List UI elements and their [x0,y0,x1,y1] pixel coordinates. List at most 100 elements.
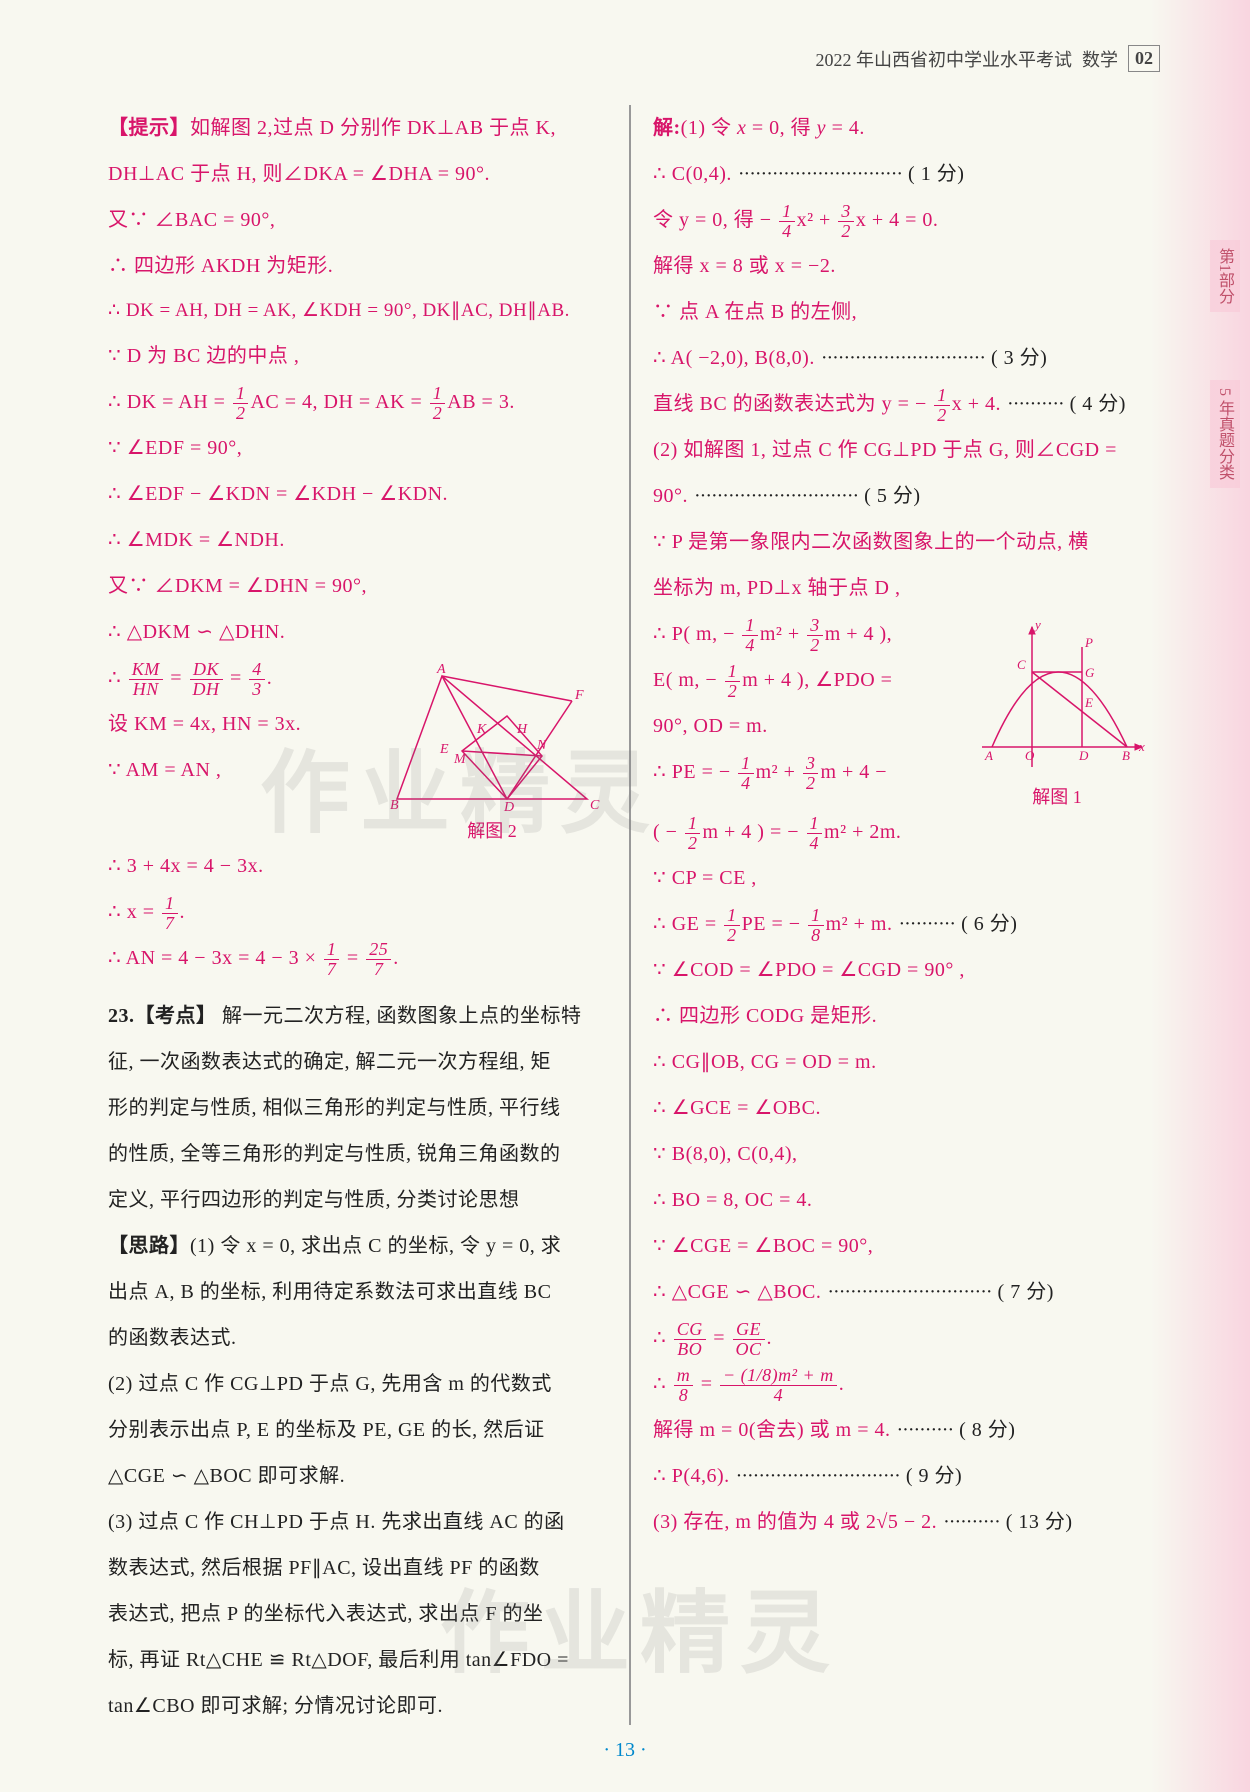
text: 设 KM = 4x, HN = 3x. [108,701,377,747]
figure-1-svg: AO DB xy CP GE [967,617,1147,777]
text: E( m, − 12m + 4 ), ∠PDO = [653,657,962,703]
text: 坐标为 m, PD⊥x 轴于点 D , [653,565,1152,611]
text: ∴ C(0,4).( 1 分) [653,151,1152,197]
svg-text:D: D [1078,748,1089,763]
svg-text:O: O [1025,748,1035,763]
text: DH⊥AC 于点 H, 则∠DKA = ∠DHA = 90°. [108,151,607,197]
question-number: 23. [108,1005,135,1027]
svg-text:B: B [1122,748,1130,763]
right-column: 解:解: (1) 令 x = 0, 得 y = 4.(1) 令 x = 0, 得… [635,105,1170,1725]
text: ∴ KMHN = DKDH = 43. [108,655,377,701]
header-title: 2022 年山西省初中学业水平考试 [816,46,1073,72]
text: ∵ P 是第一象限内二次函数图象上的一个动点, 横 [653,519,1152,565]
text: 标, 再证 Rt△CHE ≌ Rt△DOF, 最后利用 tan∠FDO = [108,1637,607,1683]
text: ∴ m8 = − (1/8)m² + m4. [653,1361,1152,1407]
text: ∴ △DKM ∽ △DHN. [108,609,607,655]
text: ∴ P(4,6).( 9 分) [653,1453,1152,1499]
text: ∴ ∠MDK = ∠NDH. [108,517,607,563]
text: 直线 BC 的函数表达式为 y = − 12x + 4.( 4 分) [653,381,1152,427]
text: ∴ BO = 8, OC = 4. [653,1177,1152,1223]
text: ∵ CP = CE , [653,855,1152,901]
text: ∴ DK = AH, DH = AK, ∠KDH = 90°, DK∥AC, D… [108,289,607,333]
text: 解得 x = 8 或 x = −2. [653,243,1152,289]
text: (3) 存在, m 的值为 4 或 2√5 − 2.( 13 分) [653,1499,1152,1545]
svg-text:A: A [436,662,446,677]
page-header: 2022 年山西省初中学业水平考试 数学 02 [816,45,1161,72]
hint-label: 【提示】 [108,117,190,139]
figure-2-svg: B A C F D E M N K H [382,661,602,811]
text: △CGE ∽ △BOC 即可求解. [108,1453,607,1499]
svg-text:G: G [1085,665,1095,680]
text: ∴ PE = − 14m² + 32m + 4 − [653,749,962,795]
kaodian-label: 【考点】 [135,1005,217,1027]
q23: 23.【考点】 解一元二次方程, 函数图象上点的坐标特 [108,993,607,1039]
svg-text:N: N [536,738,547,753]
svg-text:D: D [503,800,514,811]
text: ∵ AM = AN , [108,747,377,793]
header-subject: 数学 [1082,46,1118,72]
text: ∴ CGBO = GEOC. [653,1315,1152,1361]
text: ∴ P( m, − 14m² + 32m + 4 ), [653,611,962,657]
text: 表达式, 把点 P 的坐标代入表达式, 求出点 F 的坐 [108,1591,607,1637]
text: ∴ x = 17. [108,889,607,935]
text: 数表达式, 然后根据 PF∥AC, 设出直线 PF 的函数 [108,1545,607,1591]
svg-text:A: A [984,748,993,763]
text: 解:解: (1) 令 x = 0, 得 y = 4.(1) 令 x = 0, 得… [653,105,1152,151]
text: 又∵ ∠DKM = ∠DHN = 90°, [108,563,607,609]
text: ∴ ∠EDF − ∠KDN = ∠KDH − ∠KDN. [108,471,607,517]
text: ∵ 点 A 在点 B 的左侧, [653,289,1152,335]
svg-text:P: P [1084,635,1093,650]
text: 出点 A, B 的坐标, 利用待定系数法可求出直线 BC [108,1269,607,1315]
text: 形的判定与性质, 相似三角形的判定与性质, 平行线 [108,1085,607,1131]
text: ∴ 3 + 4x = 4 − 3x. [108,843,607,889]
svg-text:H: H [516,722,528,737]
text: 解一元二次方程, 函数图象上点的坐标特 [222,1005,582,1027]
column-divider [629,105,631,1725]
text: 的性质, 全等三角形的判定与性质, 锐角三角函数的 [108,1131,607,1177]
text: 的函数表达式. [108,1315,607,1361]
text: 定义, 平行四边形的判定与性质, 分类讨论思想 [108,1177,607,1223]
text: ∴ 四边形 AKDH 为矩形. [108,243,607,289]
text: 如解图 2,过点 D 分别作 DK⊥AB 于点 K, [190,117,556,139]
text: ∴ CG∥OB, CG = OD = m. [653,1039,1152,1085]
page-number: · 13 · [0,1739,1250,1762]
figure-2-caption: 解图 2 [377,817,607,843]
text: ( − 12m + 4 ) = − 14m² + 2m. [653,809,1152,855]
svg-text:C: C [590,798,600,811]
text: 【思路】(1) 令 x = 0, 求出点 C 的坐标, 令 y = 0, 求 [108,1223,607,1269]
side-tab-1: 第1部分 [1210,240,1240,312]
text: ∵ B(8,0), C(0,4), [653,1131,1152,1177]
text: ∵ ∠EDF = 90°, [108,425,607,471]
text: ∴ A( −2,0), B(8,0).( 3 分) [653,335,1152,381]
svg-text:E: E [1084,695,1093,710]
text: ∴ DK = AH = 12AC = 4, DH = AK = 12AB = 3… [108,379,607,425]
silu-label: 【思路】 [108,1235,190,1257]
text: (3) 过点 C 作 CH⊥PD 于点 H. 先求出直线 AC 的函 [108,1499,607,1545]
text: (2) 过点 C 作 CG⊥PD 于点 G, 先用含 m 的代数式 [108,1361,607,1407]
svg-text:M: M [453,752,467,767]
text: tan∠CBO 即可求解; 分情况讨论即可. [108,1683,607,1729]
text: 令 y = 0, 得 − 14x² + 32x + 4 = 0. [653,197,1152,243]
svg-text:E: E [439,742,449,757]
text: ∵ ∠CGE = ∠BOC = 90°, [653,1223,1152,1269]
svg-text:K: K [476,722,487,737]
svg-text:y: y [1033,617,1041,632]
figure-1-caption: 解图 1 [962,783,1152,809]
svg-text:C: C [1017,657,1026,672]
text: 征, 一次函数表达式的确定, 解二元一次方程组, 矩 [108,1039,607,1085]
text: 解得 m = 0(舍去) 或 m = 4.( 8 分) [653,1407,1152,1453]
text: ∴ △CGE ∽ △BOC.( 7 分) [653,1269,1152,1315]
svg-text:F: F [574,688,584,703]
text: 90°, OD = m. [653,703,962,749]
text: ∵ D 为 BC 边的中点 , [108,333,607,379]
left-column: 【提示】如解图 2,过点 D 分别作 DK⊥AB 于点 K, DH⊥AC 于点 … [90,105,625,1725]
text: 90°.( 5 分) [653,473,1152,519]
side-tab-2: 5 年真题分类 [1210,380,1240,488]
text: ∴ ∠GCE = ∠OBC. [653,1085,1152,1131]
text: (2) 如解图 1, 过点 C 作 CG⊥PD 于点 G, 则∠CGD = [653,427,1152,473]
svg-text:B: B [390,798,399,811]
text: ∴ 四边形 CODG 是矩形. [653,993,1152,1039]
text: 分别表示出点 P, E 的坐标及 PE, GE 的长, 然后证 [108,1407,607,1453]
text: ∴ AN = 4 − 3x = 4 − 3 × 17 = 257. [108,935,607,981]
text: ∵ ∠COD = ∠PDO = ∠CGD = 90° , [653,947,1152,993]
